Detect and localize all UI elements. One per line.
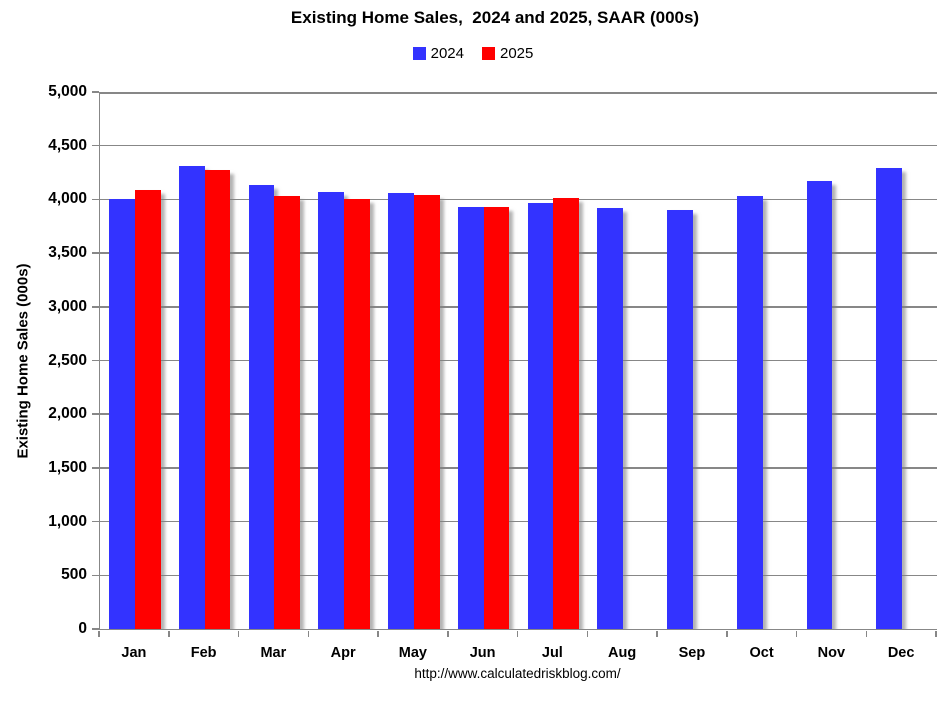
bar-2025-apr: [344, 199, 370, 629]
x-axis-tick: [586, 630, 588, 637]
bar-2025-jul: [553, 198, 580, 629]
gridline-5000: [100, 92, 937, 94]
gridline-4000: [100, 198, 937, 201]
x-axis-tick: [656, 630, 658, 637]
x-axis-tick: [795, 630, 798, 637]
bar-2024-jan: [109, 199, 135, 629]
x-axis-label-jun: Jun: [469, 645, 496, 661]
legend-item-2025: 2025: [482, 46, 533, 61]
y-axis-tick-label-1000: 1,000: [48, 512, 87, 530]
bar-2024-oct: [736, 196, 763, 629]
legend-swatch-2024: [412, 47, 426, 60]
x-axis-label-mar: Mar: [260, 645, 287, 661]
y-axis-tick-label-0: 0: [78, 620, 87, 637]
y-axis-tick-label-500: 500: [61, 566, 87, 584]
y-axis-tick-1500: [92, 467, 99, 469]
bar-2024-feb: [178, 166, 205, 629]
y-axis-tick-label-4500: 4,500: [48, 136, 87, 154]
x-axis-label-apr: Apr: [330, 645, 356, 661]
bar-2024-nov: [806, 181, 833, 629]
y-axis-tick-label-2000: 2,000: [48, 405, 87, 423]
x-axis-label-jan: Jan: [121, 645, 147, 661]
y-axis-tick-3000: [92, 306, 99, 308]
x-axis-tick: [726, 630, 728, 637]
x-axis-tick: [935, 630, 937, 637]
y-axis-tick-3500: [92, 252, 99, 254]
y-axis-tick-label-1500: 1,500: [48, 458, 87, 476]
legend-swatch-2025: [482, 47, 495, 60]
x-axis-label-dec: Dec: [887, 645, 915, 661]
x-axis-label-aug: Aug: [608, 645, 637, 661]
x-axis-tick: [377, 630, 379, 637]
bar-2024-may: [388, 192, 414, 629]
bar-2025-mar: [274, 196, 301, 629]
plot-area: [99, 92, 937, 630]
x-axis-labels: Jan Feb Mar Apr May Jun Jul Aug Sep Oct Nov Dec: [99, 645, 936, 661]
gridline-2000: [100, 413, 937, 415]
x-axis-tick: [237, 630, 240, 637]
y-axis-tick-1000: [92, 520, 99, 523]
x-axis-tick: [516, 630, 519, 637]
x-axis-tick: [307, 630, 309, 637]
bar-2024-mar: [248, 185, 275, 629]
gridline-3500: [100, 252, 937, 254]
y-axis-labels: 0 500 1,000 1,500 2,000 2,500 3,000 3,500 4,000 4…: [0, 83, 88, 637]
y-axis-tick-label-4000: 4,000: [48, 190, 87, 208]
y-axis-tick-2500: [92, 359, 99, 362]
x-axis-tick: [168, 630, 170, 637]
bar-2024-aug: [597, 208, 624, 629]
x-axis-label-oct: Oct: [749, 645, 774, 661]
legend-label-2025: 2025: [500, 45, 534, 62]
bar-2024-jun: [457, 206, 484, 629]
y-axis-tick-label-3500: 3,500: [48, 244, 87, 262]
gridline-1500: [100, 467, 937, 469]
y-axis-tick-label-2500: 2,500: [48, 351, 87, 369]
x-axis-tick: [447, 630, 449, 637]
y-axis-tick-0: [92, 628, 99, 630]
chart-title: Existing Home Sales, 2024 and 2025, SAAR…: [290, 8, 700, 27]
y-axis-tick-label-5000: 5,000: [48, 83, 87, 100]
x-axis-label-feb: Feb: [190, 645, 217, 661]
legend-label-2024: 2024: [430, 45, 464, 62]
x-axis-tick: [98, 630, 100, 637]
bar-2024-apr: [318, 191, 345, 629]
footer-url: http://www.calculatedriskblog.com/: [414, 666, 621, 681]
x-axis-label-nov: Nov: [817, 645, 846, 661]
legend: 2024 2025: [0, 46, 946, 61]
y-axis-tick-label-3000: 3,000: [48, 297, 87, 315]
bar-2025-may: [413, 195, 440, 629]
y-axis-tick-5000: [92, 91, 99, 93]
bar-2024-dec: [876, 168, 903, 629]
y-axis-tick-2000: [92, 413, 99, 415]
bar-2024-sep: [667, 210, 693, 629]
gridline-2500: [100, 359, 937, 362]
gridline-3000: [100, 306, 937, 308]
bar-2025-jun: [483, 206, 510, 629]
bar-2025-feb: [204, 170, 231, 629]
y-axis-tick-4500: [92, 144, 99, 147]
bar-2025-jan: [134, 189, 161, 629]
x-axis-label-sep: Sep: [678, 645, 706, 661]
x-axis-ticks: [98, 630, 937, 637]
y-axis-ticks: [92, 91, 99, 630]
gridline-1000: [100, 520, 937, 523]
y-axis-tick-500: [92, 574, 99, 577]
y-axis-tick-4000: [92, 198, 99, 201]
legend-item-2024: 2024: [412, 45, 464, 62]
x-axis-label-jul: Jul: [541, 645, 563, 661]
x-axis-tick: [865, 630, 867, 637]
x-axis-label-may: May: [398, 645, 427, 661]
gridline-4500: [100, 144, 937, 147]
gridline-500: [100, 574, 937, 577]
bar-2024-jul: [527, 202, 554, 629]
